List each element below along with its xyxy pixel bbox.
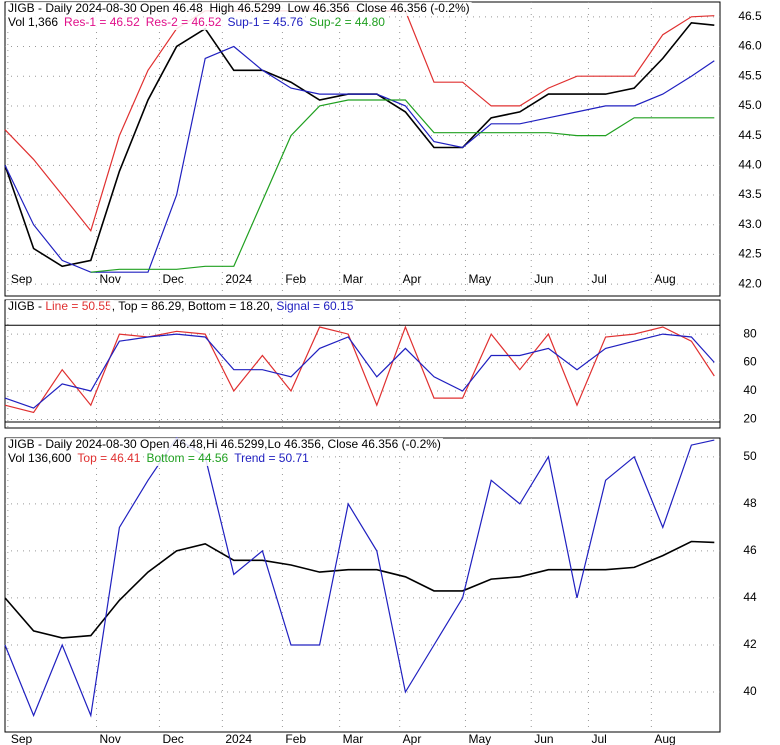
- y-tick-label: 45.5: [738, 68, 762, 82]
- header-text: Top = 46.41: [77, 451, 140, 465]
- header-bg: [6, 16, 61, 30]
- series-line: [4, 325, 715, 414]
- y-tick-label: 50: [743, 449, 757, 463]
- x-tick-label: Jul: [591, 732, 606, 745]
- x-tick-label: Feb: [285, 732, 306, 745]
- panel: [4, 437, 721, 733]
- x-tick-label: Dec: [162, 272, 183, 286]
- header-text: Bottom = 44.56: [146, 451, 228, 465]
- x-tick-label: Sep: [11, 272, 33, 286]
- header-text: Res-1 = 46.52: [64, 15, 140, 29]
- header-text: JIGB -: [8, 299, 45, 313]
- panel: [4, 1, 721, 297]
- x-tick-label: Nov: [100, 272, 121, 286]
- header-bg: [274, 300, 356, 314]
- header-text: , Top = 86.29, Bottom = 18.20,: [112, 299, 277, 313]
- x-tick-label: Feb: [285, 272, 306, 286]
- y-tick-label: 80: [743, 326, 757, 340]
- header-bg: [144, 452, 231, 466]
- x-tick-label: Jun: [534, 732, 553, 745]
- header-text: JIGB - Daily 2024-08-30 Open 46.48,Hi 46…: [8, 437, 441, 451]
- x-tick-label: Apr: [403, 732, 422, 745]
- x-tick-label: Dec: [162, 732, 183, 745]
- header-text: Signal = 60.15: [276, 299, 353, 313]
- y-tick-label: 43.0: [738, 217, 762, 231]
- x-tick-label: Mar: [343, 272, 364, 286]
- y-tick-label: 48: [743, 496, 757, 510]
- header-text: JIGB - Daily 2024-08-30 Open 46.48 High …: [8, 1, 470, 15]
- header-text: Trend = 50.71: [234, 451, 309, 465]
- y-tick-label: 43.5: [738, 187, 762, 201]
- series-line: [4, 437, 715, 718]
- series-line: [4, 45, 715, 273]
- x-tick-label: Nov: [100, 732, 121, 745]
- y-tick-label: 42: [743, 637, 757, 651]
- series-line: [4, 540, 715, 639]
- x-tick-label: Jul: [591, 272, 606, 286]
- x-tick-label: 2024: [225, 732, 252, 745]
- y-tick-label: 44: [743, 590, 757, 604]
- x-tick-label: Aug: [654, 272, 675, 286]
- x-tick-label: May: [468, 732, 491, 745]
- y-tick-label: 40: [743, 383, 757, 397]
- y-tick-label: 44.0: [738, 158, 762, 172]
- header-text: Line = 50.55: [45, 299, 112, 313]
- x-tick-label: Sep: [11, 732, 33, 745]
- header-bg: [6, 452, 74, 466]
- header-bg: [6, 2, 472, 16]
- y-tick-label: 44.5: [738, 128, 762, 142]
- header-bg: [62, 16, 142, 30]
- y-tick-label: 42.5: [738, 247, 762, 261]
- header-bg: [6, 300, 48, 314]
- x-tick-label: Apr: [403, 272, 422, 286]
- header-bg: [109, 300, 279, 314]
- panel: [4, 299, 721, 429]
- header-bg: [6, 438, 443, 452]
- y-tick-label: 46.0: [738, 39, 762, 53]
- y-tick-label: 20: [743, 412, 757, 426]
- y-tick-label: 46: [743, 543, 757, 557]
- header-bg: [232, 452, 311, 466]
- series-line: [90, 99, 715, 273]
- x-tick-label: May: [468, 272, 491, 286]
- y-tick-label: 40: [743, 684, 757, 698]
- header-text: Sup-1 = 45.76: [227, 15, 303, 29]
- x-tick-label: Aug: [654, 732, 675, 745]
- x-tick-label: Jun: [534, 272, 553, 286]
- y-tick-label: 45.0: [738, 98, 762, 112]
- series-line: [4, 333, 715, 409]
- y-tick-label: 60: [743, 355, 757, 369]
- y-tick-label: 46.5: [738, 9, 762, 23]
- x-tick-label: Mar: [343, 732, 364, 745]
- y-tick-label: 42.0: [738, 276, 762, 290]
- header-text: Vol 1,366: [8, 15, 58, 29]
- x-tick-label: 2024: [225, 272, 252, 286]
- header-text: Vol 136,600: [8, 451, 72, 465]
- header-bg: [225, 16, 306, 30]
- header-text: Sup-2 = 44.80: [309, 15, 385, 29]
- header-bg: [307, 16, 387, 30]
- header-bg: [75, 452, 143, 466]
- header-text: Res-2 = 46.52: [146, 15, 222, 29]
- header-bg: [143, 16, 224, 30]
- header-bg: [43, 300, 114, 314]
